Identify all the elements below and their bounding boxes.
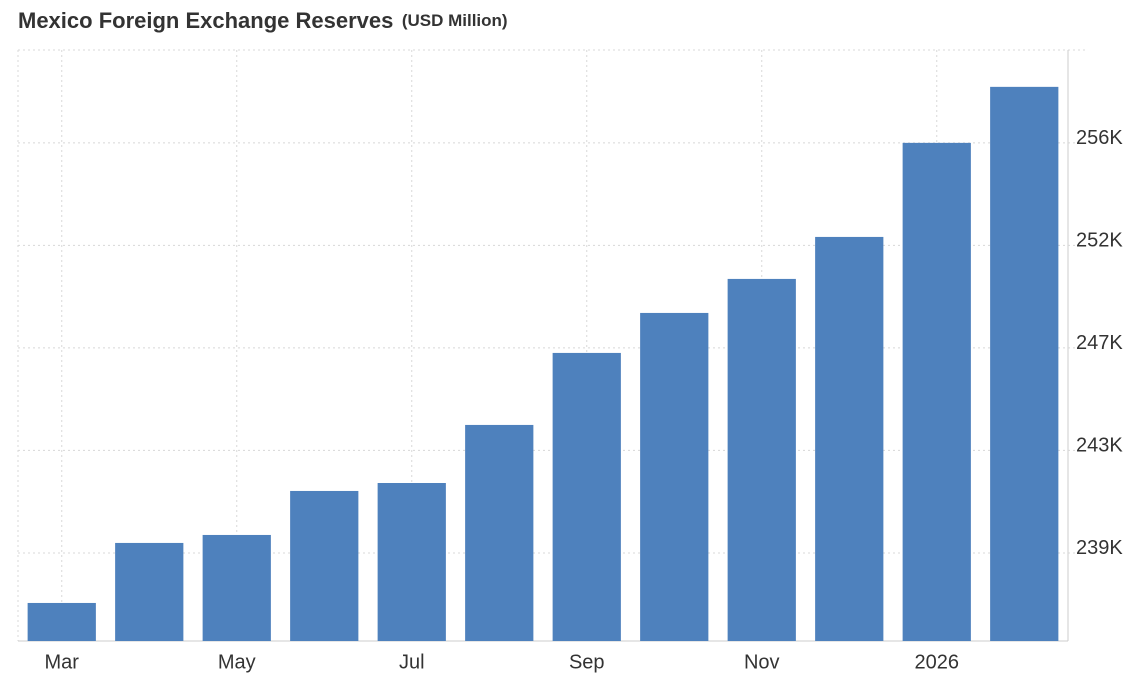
bar — [815, 236, 884, 641]
bar — [377, 482, 446, 641]
x-tick-label: Mar — [45, 651, 80, 673]
y-tick-label: 256K — [1076, 127, 1123, 149]
bar — [115, 542, 184, 641]
chart-subtitle: (USD Million) — [402, 11, 508, 30]
bar — [552, 352, 621, 641]
bar — [990, 86, 1059, 641]
y-tick-label: 252K — [1076, 230, 1123, 252]
bar — [465, 424, 534, 641]
x-tick-label: Jul — [399, 651, 425, 673]
x-tick-label: Sep — [569, 651, 605, 673]
x-tick-label: 2026 — [915, 651, 960, 673]
bar — [640, 312, 709, 641]
y-tick-label: 243K — [1076, 435, 1123, 457]
chart-title-group: Mexico Foreign Exchange Reserves (USD Mi… — [18, 8, 508, 33]
bar — [902, 142, 971, 641]
bar — [202, 534, 271, 641]
x-tick-label: Nov — [744, 651, 780, 673]
y-tick-label: 239K — [1076, 537, 1123, 559]
bar — [27, 602, 96, 641]
bar — [290, 490, 359, 641]
chart-title: Mexico Foreign Exchange Reserves — [18, 8, 393, 33]
bar — [727, 278, 796, 641]
y-tick-label: 247K — [1076, 332, 1123, 354]
x-tick-label: May — [218, 651, 256, 673]
